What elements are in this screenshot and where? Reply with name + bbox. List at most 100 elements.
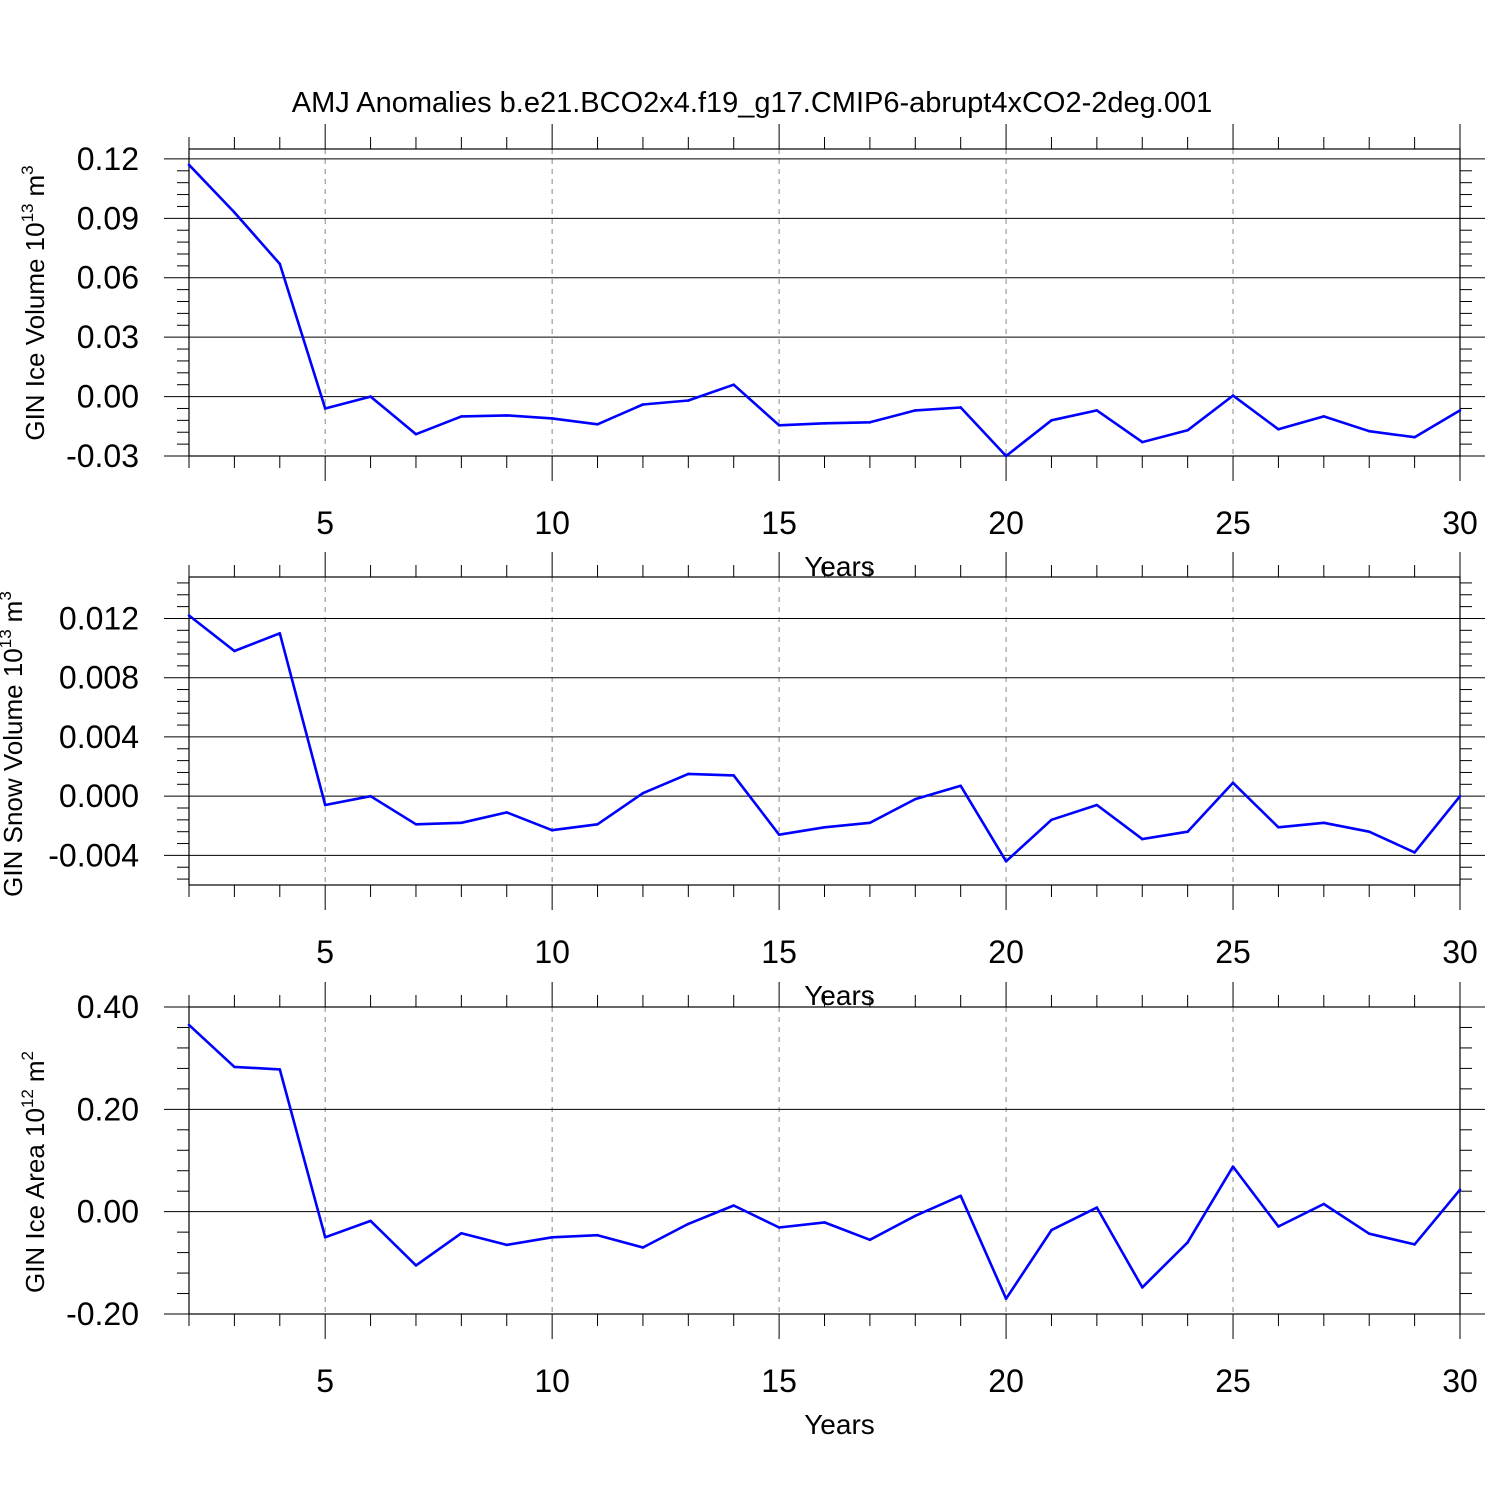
- data-point: [323, 803, 327, 807]
- y-tick-label: 0.004: [59, 719, 139, 755]
- data-point: [687, 399, 690, 402]
- y-axis-label-part: 13: [18, 203, 37, 222]
- data-point: [823, 1221, 826, 1224]
- data-point: [1322, 415, 1326, 418]
- y-axis-label-part: GIN Ice Volume 10: [20, 222, 50, 440]
- x-tick-label: 10: [534, 1363, 570, 1399]
- data-point: [1140, 1286, 1144, 1289]
- data-point: [596, 822, 599, 826]
- data-point: [550, 417, 554, 420]
- data-point: [1322, 1202, 1326, 1206]
- data-point: [641, 791, 645, 795]
- y-tick-label: 0.06: [77, 260, 139, 296]
- data-point: [913, 797, 917, 801]
- series-line: [188, 1023, 1462, 1300]
- data-point: [187, 614, 191, 617]
- data-point: [1004, 454, 1008, 458]
- data-point: [278, 1068, 282, 1071]
- data-point: [1413, 435, 1416, 439]
- data-point: [233, 211, 236, 214]
- x-tick-label: 25: [1215, 934, 1251, 970]
- y-tick-label: 0.20: [77, 1091, 139, 1127]
- data-point: [550, 828, 554, 832]
- data-point: [732, 383, 736, 386]
- y-axis-label: GIN Snow Volume 1013 m3: [0, 591, 28, 897]
- x-axis-label: Years: [804, 980, 875, 1011]
- data-point: [913, 1214, 917, 1218]
- chart-panel-2: 5 10 15 20 25 30 -0.004 0.000 0.004 0.008 0.012 Yea…: [0, 552, 1485, 1011]
- y-tick-label: -0.03: [66, 438, 139, 474]
- data-point: [687, 1222, 690, 1226]
- data-point: [959, 406, 962, 409]
- data-point: [278, 631, 282, 635]
- y-axis-label-part: 3: [0, 591, 15, 600]
- x-tick-label: 20: [988, 505, 1024, 541]
- y-axis-label-part: 12: [18, 1089, 37, 1108]
- y-axis-label-part: GIN Ice Area 10: [20, 1108, 50, 1293]
- data-point: [1050, 419, 1053, 422]
- y-tick-label: 0.03: [77, 319, 139, 355]
- y-axis-label-part: m: [0, 601, 28, 623]
- data-point: [414, 432, 418, 436]
- data-point: [233, 1065, 236, 1069]
- data-point: [823, 422, 826, 425]
- data-point: [187, 163, 191, 167]
- data-point: [732, 1204, 736, 1207]
- y-tick-label: -0.004: [48, 837, 139, 873]
- x-tick-label: 10: [534, 505, 570, 541]
- data-point: [1140, 440, 1144, 444]
- data-point: [868, 1238, 872, 1242]
- data-point: [596, 423, 599, 426]
- data-point: [1322, 821, 1326, 825]
- y-axis-label: GIN Ice Area 1012 m2: [18, 1051, 50, 1293]
- data-point: [323, 1235, 327, 1239]
- data-point: [868, 421, 872, 424]
- x-tick-label: 5: [316, 1363, 334, 1399]
- data-point: [550, 1235, 554, 1239]
- series-line: [188, 163, 1461, 458]
- y-tick-label: 0.008: [59, 660, 139, 696]
- y-tick-label: -0.20: [66, 1296, 139, 1332]
- data-point: [1367, 1232, 1371, 1235]
- data-point: [777, 1226, 781, 1229]
- data-point: [777, 424, 781, 427]
- data-point: [641, 403, 645, 406]
- y-tick-label: 0.12: [77, 141, 139, 177]
- x-tick-label: 20: [988, 1363, 1024, 1399]
- data-point: [913, 409, 917, 412]
- y-axis-label-part: 2: [18, 1051, 37, 1060]
- data-point: [187, 1023, 191, 1027]
- data-point: [1004, 1297, 1008, 1300]
- data-point: [1095, 803, 1099, 807]
- data-point: [460, 415, 463, 418]
- data-point: [1277, 1225, 1280, 1228]
- data-point: [505, 811, 509, 814]
- x-tick-label: 30: [1442, 934, 1478, 970]
- x-axis-label: Years: [804, 1409, 875, 1440]
- x-tick-label: 30: [1442, 1363, 1478, 1399]
- data-point: [414, 822, 418, 826]
- data-point: [732, 774, 736, 777]
- data-point: [369, 1219, 372, 1223]
- series-line: [188, 614, 1462, 863]
- y-axis-label-part: 3: [18, 165, 37, 174]
- x-tick-label: 20: [988, 934, 1024, 970]
- data-point: [1277, 825, 1280, 829]
- data-point: [1413, 851, 1416, 854]
- data-point: [505, 414, 509, 417]
- data-point: [1186, 830, 1189, 833]
- y-axis-label-part: m: [20, 175, 50, 197]
- data-point: [959, 1194, 962, 1198]
- x-tick-label: 25: [1215, 1363, 1251, 1399]
- y-axis-label: GIN Ice Volume 1013 m3: [18, 165, 50, 440]
- y-tick-label: 0.00: [77, 379, 139, 415]
- x-tick-label: 30: [1442, 505, 1478, 541]
- plot-frame: [188, 1006, 1461, 1315]
- data-point: [1095, 409, 1099, 412]
- x-tick-label: 15: [761, 934, 797, 970]
- data-point: [1186, 428, 1189, 432]
- data-point: [641, 1246, 645, 1249]
- data-point: [596, 1233, 599, 1237]
- data-point: [1458, 409, 1462, 412]
